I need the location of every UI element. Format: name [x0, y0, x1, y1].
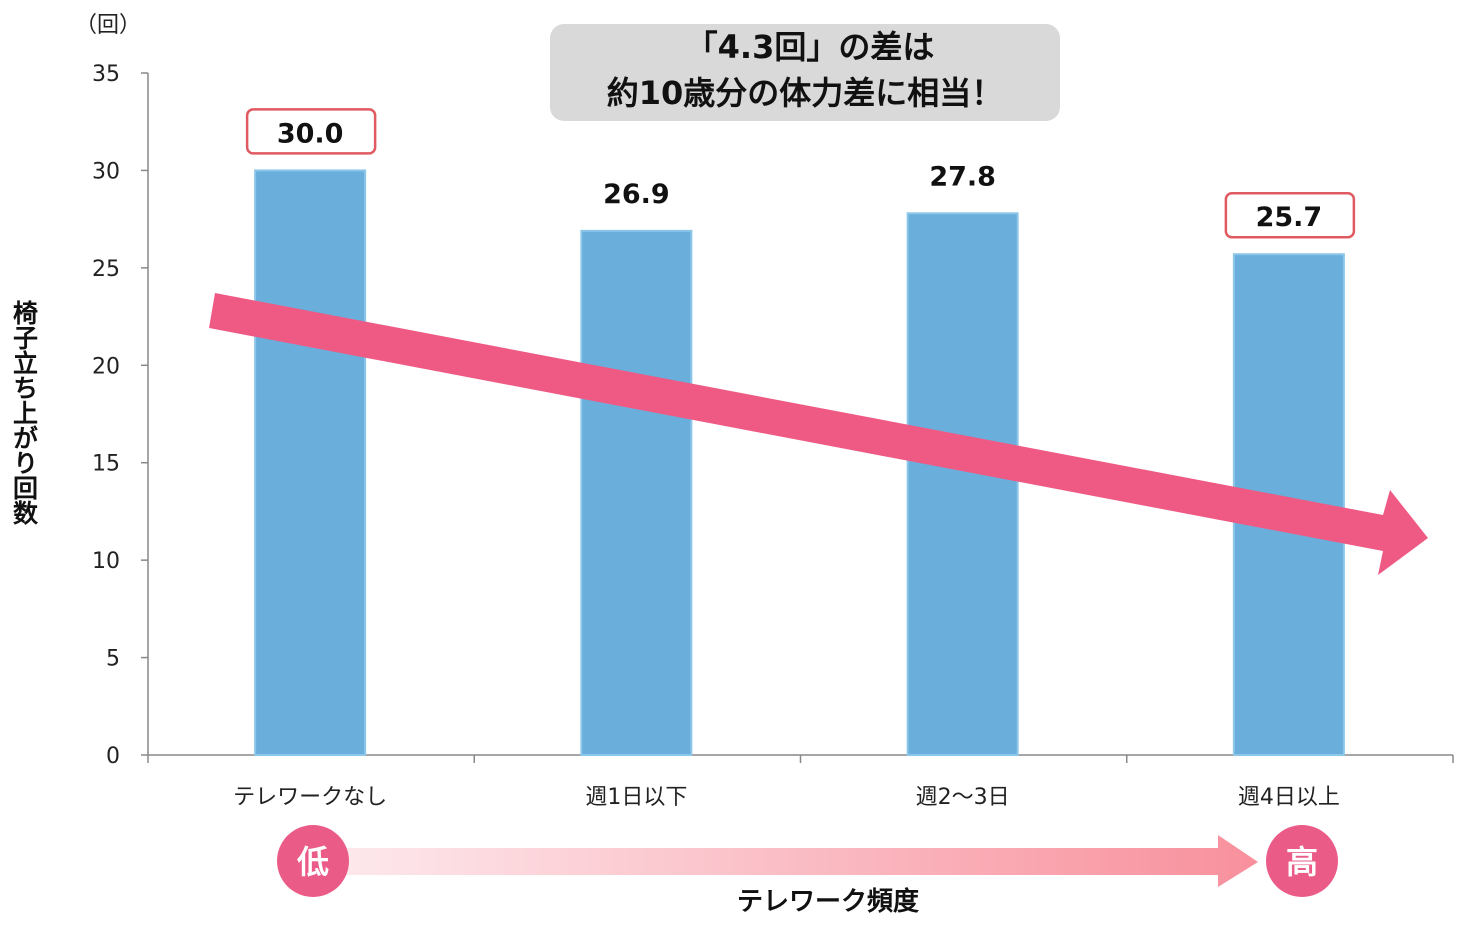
value-label: 30.0: [277, 118, 344, 149]
trend-arrow: [209, 293, 1428, 575]
category-label: 週1日以下: [585, 785, 687, 810]
frequency-scale: 低 高: [277, 825, 1338, 897]
value-label: 27.8: [929, 161, 996, 192]
category-label: 週4日以上: [1238, 785, 1340, 810]
y-tick-label: 35: [92, 62, 120, 87]
annotation-line-2: 約10歳分の体力差に相当！: [607, 74, 1004, 112]
category-label: 週2～3日: [916, 785, 1010, 810]
value-label: 26.9: [603, 179, 670, 210]
bar: [254, 169, 367, 756]
y-tick-label: 15: [92, 452, 120, 477]
category-label: テレワークなし: [233, 785, 387, 810]
low-circle: [277, 825, 349, 897]
y-unit: （回）: [75, 13, 141, 38]
x-axis-label: テレワーク頻度: [737, 886, 919, 917]
y-tick-label: 5: [106, 647, 120, 672]
value-label: 25.7: [1256, 202, 1323, 233]
annotation-line-1: 「4.3回」の差は: [686, 28, 935, 66]
y-tick-label: 30: [92, 159, 120, 184]
y-tick-label: 25: [92, 257, 120, 282]
annotation-box: 「4.3回」の差は 約10歳分の体力差に相当！: [550, 24, 1060, 121]
high-circle: [1266, 825, 1338, 897]
y-tick-label: 10: [92, 549, 120, 574]
y-tick-label: 0: [106, 744, 120, 769]
low-label: 低: [297, 843, 329, 881]
bar: [580, 229, 693, 756]
y-tick-label: 20: [92, 354, 120, 379]
frequency-arrow: [345, 835, 1258, 887]
value-label-box: [1224, 191, 1356, 239]
y-axis-label: 椅子立ち上がり回数: [10, 300, 39, 526]
bar: [906, 212, 1019, 757]
value-label-box: [245, 108, 377, 155]
high-label: 高: [1286, 843, 1318, 881]
